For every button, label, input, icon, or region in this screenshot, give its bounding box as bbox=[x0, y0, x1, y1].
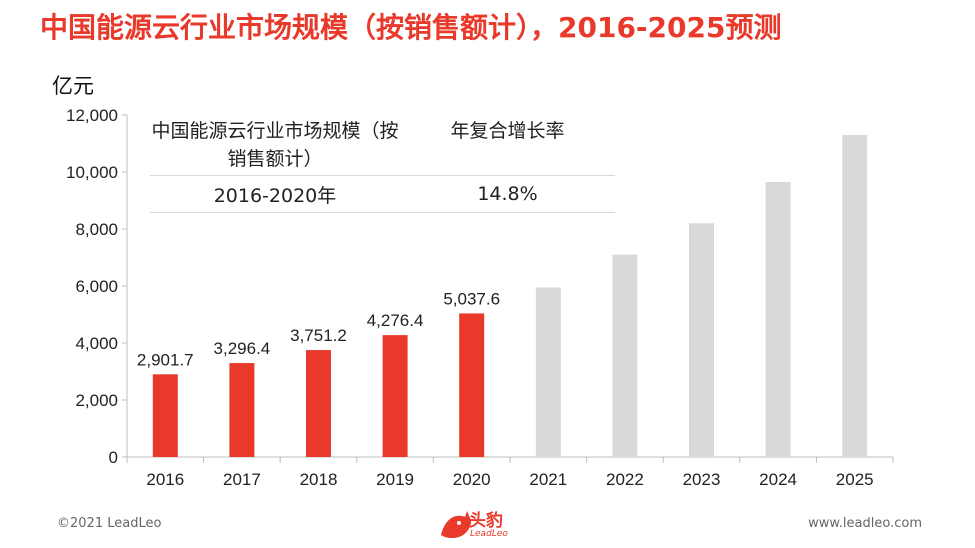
data-label-2020: 5,037.6 bbox=[443, 289, 500, 308]
bar-2016 bbox=[152, 374, 178, 457]
data-label-2019: 4,276.4 bbox=[367, 311, 424, 330]
y-axis-unit: 亿元 bbox=[52, 74, 94, 98]
copyright-text: ©2021 LeadLeo bbox=[57, 516, 162, 531]
cagr-header-rate: 年复合增长率 bbox=[450, 120, 565, 142]
cagr-period: 2016-2020年 bbox=[213, 184, 337, 207]
cagr-table-header: 中国能源云行业市场规模（按销售额计） 年复合增长率 bbox=[150, 117, 615, 175]
x-tick-label: 2020 bbox=[453, 470, 491, 489]
bar-2025 bbox=[842, 134, 868, 457]
logo-subtext: LeadLeo bbox=[470, 529, 508, 539]
bar-2017 bbox=[229, 363, 255, 457]
x-tick-label: 2022 bbox=[606, 470, 644, 489]
x-tick-label: 2019 bbox=[376, 470, 414, 489]
bar-2018 bbox=[306, 350, 331, 457]
x-tick-label: 2017 bbox=[223, 470, 261, 489]
bar-2020 bbox=[459, 313, 485, 457]
x-tick-label: 2023 bbox=[683, 470, 721, 489]
data-label-2017: 3,296.4 bbox=[214, 339, 271, 358]
cagr-header-metric: 中国能源云行业市场规模（按销售额计） bbox=[151, 120, 399, 170]
cagr-table-row: 2016-2020年 14.8% bbox=[150, 175, 615, 213]
bar-2022 bbox=[612, 254, 638, 457]
data-label-2016: 2,901.7 bbox=[137, 350, 194, 369]
logo-text: 头豹 bbox=[469, 511, 503, 531]
y-tick-label: 2,000 bbox=[75, 391, 118, 410]
x-tick-label: 2018 bbox=[300, 470, 338, 489]
y-tick-label: 12,000 bbox=[66, 106, 118, 125]
bar-2021 bbox=[535, 287, 561, 457]
x-tick-label: 2025 bbox=[836, 470, 874, 489]
y-tick-label: 6,000 bbox=[75, 277, 118, 296]
bar-chart: 0 2,000 4,000 6,000 8,000 10,000 12,000 2016 2,9… bbox=[66, 106, 894, 489]
data-label-2018: 3,751.2 bbox=[290, 326, 347, 345]
y-tick-label: 4,000 bbox=[75, 334, 118, 353]
bar-2019 bbox=[382, 335, 408, 457]
cagr-table: 中国能源云行业市场规模（按销售额计） 年复合增长率 2016-2020年 14.… bbox=[150, 117, 615, 213]
cagr-value: 14.8% bbox=[477, 183, 538, 205]
x-tick-label: 2016 bbox=[146, 470, 184, 489]
x-tick-label: 2024 bbox=[759, 470, 797, 489]
y-tick-label: 8,000 bbox=[75, 220, 118, 239]
y-tick-label: 10,000 bbox=[66, 163, 118, 182]
y-tick-label: 0 bbox=[109, 448, 118, 467]
chart-title: 中国能源云行业市场规模（按销售额计），2016-2025预测 bbox=[40, 11, 782, 44]
leadleo-logo-icon bbox=[441, 511, 472, 538]
x-tick-label: 2021 bbox=[529, 470, 567, 489]
bar-2023 bbox=[689, 223, 714, 457]
website-text: www.leadleo.com bbox=[808, 516, 922, 531]
bar-2024 bbox=[765, 181, 791, 457]
